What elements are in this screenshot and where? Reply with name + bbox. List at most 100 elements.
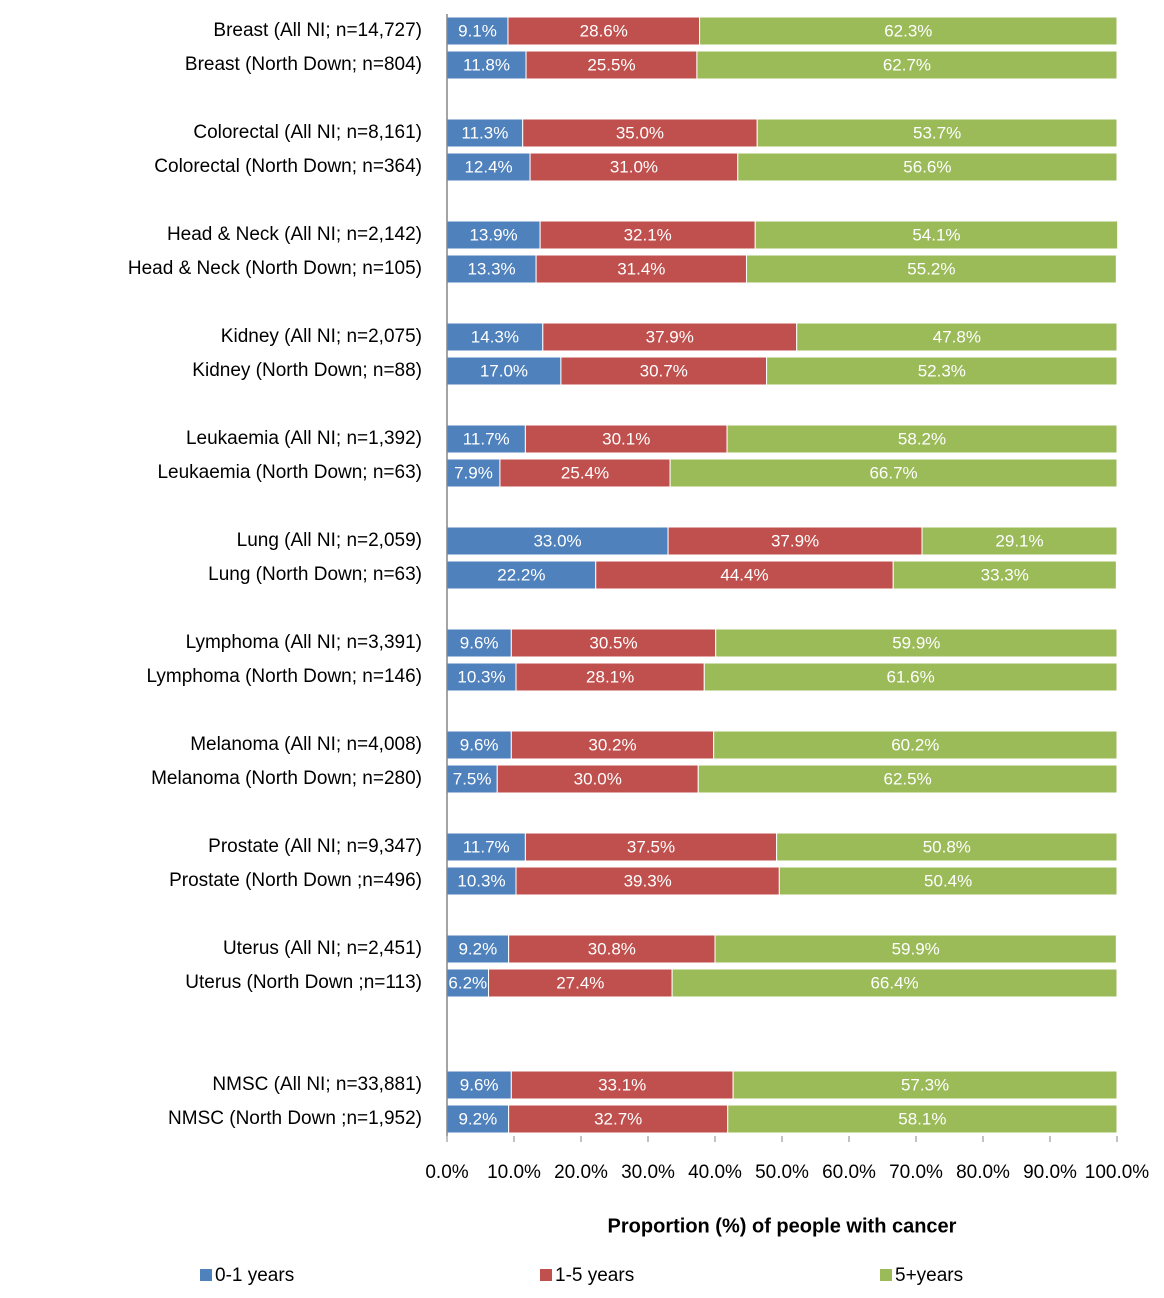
- value-label: 47.8%: [933, 327, 981, 346]
- bar-segment: [525, 50, 698, 80]
- value-label: 54.1%: [912, 225, 960, 244]
- value-label: 62.7%: [883, 55, 931, 74]
- value-label: 30.2%: [588, 735, 636, 754]
- x-tick-label: 60.0%: [822, 1162, 876, 1183]
- y-tick-label: Uterus (All NI; n=2,451): [223, 938, 422, 959]
- value-label: 60.2%: [891, 735, 939, 754]
- value-label: 59.9%: [892, 939, 940, 958]
- value-label: 9.6%: [460, 735, 499, 754]
- bar-segment: [446, 424, 526, 454]
- value-label: 37.9%: [646, 327, 694, 346]
- value-label: 10.3%: [457, 667, 505, 686]
- bar-segment: [727, 1104, 1118, 1134]
- bar-segment: [446, 764, 498, 794]
- bar-segment: [745, 254, 1117, 284]
- value-label: 37.9%: [771, 531, 819, 550]
- y-tick-label: Lung (All NI; n=2,059): [237, 530, 422, 551]
- value-label: 13.9%: [469, 225, 517, 244]
- x-tick-label: 100.0%: [1085, 1162, 1150, 1183]
- value-label: 29.1%: [995, 531, 1043, 550]
- bar-segment: [713, 730, 1118, 760]
- value-label: 37.5%: [627, 837, 675, 856]
- bar-segment: [522, 118, 758, 148]
- y-tick-label: Breast (North Down; n=804): [185, 54, 422, 75]
- bar-segment: [595, 560, 894, 590]
- bar-segment: [496, 764, 699, 794]
- value-label: 32.7%: [594, 1109, 642, 1128]
- x-tick-label: 80.0%: [956, 1162, 1010, 1183]
- value-label: 17.0%: [480, 361, 528, 380]
- x-tick-label: 70.0%: [889, 1162, 943, 1183]
- x-tick-label: 20.0%: [554, 1162, 608, 1183]
- y-tick-label: Colorectal (North Down; n=364): [154, 156, 422, 177]
- x-tick-label: 90.0%: [1023, 1162, 1077, 1183]
- value-label: 25.4%: [561, 463, 609, 482]
- bar-segment: [715, 628, 1118, 658]
- legend-label: 0-1 years: [215, 1265, 294, 1286]
- value-label: 12.4%: [464, 157, 512, 176]
- bar-segment: [726, 424, 1118, 454]
- y-tick-label: Breast (All NI; n=14,727): [213, 20, 422, 41]
- bar-segment: [510, 1070, 734, 1100]
- value-label: 66.7%: [869, 463, 917, 482]
- bar-segment: [699, 16, 1118, 46]
- value-label: 31.4%: [617, 259, 665, 278]
- bar-segment: [776, 832, 1118, 862]
- value-label: 32.1%: [624, 225, 672, 244]
- bar-segment: [510, 628, 717, 658]
- bar-segment: [446, 1070, 512, 1100]
- bar-segment: [446, 220, 541, 250]
- bar-segment: [892, 560, 1117, 590]
- bar-segment: [778, 866, 1118, 896]
- value-label: 28.1%: [586, 667, 634, 686]
- value-label: 44.4%: [720, 565, 768, 584]
- value-label: 52.3%: [918, 361, 966, 380]
- legend-swatch: [880, 1269, 892, 1281]
- bar-segment: [732, 1070, 1118, 1100]
- y-tick-label: Melanoma (North Down; n=280): [151, 768, 422, 789]
- bar-segment: [539, 220, 756, 250]
- x-axis-title: Proportion (%) of people with cancer: [608, 1215, 957, 1237]
- value-label: 13.3%: [467, 259, 515, 278]
- value-label: 66.4%: [870, 973, 918, 992]
- value-label: 10.3%: [457, 871, 505, 890]
- legend-label: 1-5 years: [555, 1265, 634, 1286]
- value-label: 50.4%: [924, 871, 972, 890]
- value-label: 30.1%: [602, 429, 650, 448]
- bar-segment: [524, 832, 778, 862]
- y-tick-label: Colorectal (All NI; n=8,161): [193, 122, 422, 143]
- value-label: 39.3%: [624, 871, 672, 890]
- bar-segment: [535, 254, 747, 284]
- value-label: 50.8%: [923, 837, 971, 856]
- value-label: 33.1%: [598, 1075, 646, 1094]
- x-tick-label: 40.0%: [688, 1162, 742, 1183]
- value-label: 9.2%: [458, 1109, 497, 1128]
- value-label: 61.6%: [887, 667, 935, 686]
- bar-segment: [446, 1104, 510, 1134]
- bar-segment: [446, 832, 526, 862]
- bar-segment: [696, 50, 1118, 80]
- value-label: 9.6%: [460, 633, 499, 652]
- value-label: 11.3%: [461, 123, 508, 142]
- y-tick-label: Kidney (North Down; n=88): [192, 360, 422, 381]
- value-label: 55.2%: [907, 259, 955, 278]
- bar-segment: [499, 458, 671, 488]
- value-label: 6.2%: [448, 973, 487, 992]
- value-label: 31.0%: [610, 157, 658, 176]
- x-tick-label: 50.0%: [755, 1162, 809, 1183]
- y-tick-label: Uterus (North Down ;n=113): [185, 972, 422, 993]
- value-label: 28.6%: [580, 21, 628, 40]
- legend-swatch: [200, 1269, 212, 1281]
- value-label: 30.5%: [589, 633, 637, 652]
- value-label: 11.8%: [463, 55, 510, 74]
- legend-label: 5+years: [895, 1265, 963, 1286]
- bar-segment: [488, 968, 673, 998]
- bar-segment: [766, 356, 1118, 386]
- value-label: 22.2%: [497, 565, 545, 584]
- value-label: 27.4%: [556, 973, 604, 992]
- x-tick-label: 10.0%: [487, 1162, 541, 1183]
- bar-segment: [508, 934, 716, 964]
- bar-segment: [796, 322, 1118, 352]
- y-tick-label: NMSC (North Down ;n=1,952): [168, 1108, 422, 1129]
